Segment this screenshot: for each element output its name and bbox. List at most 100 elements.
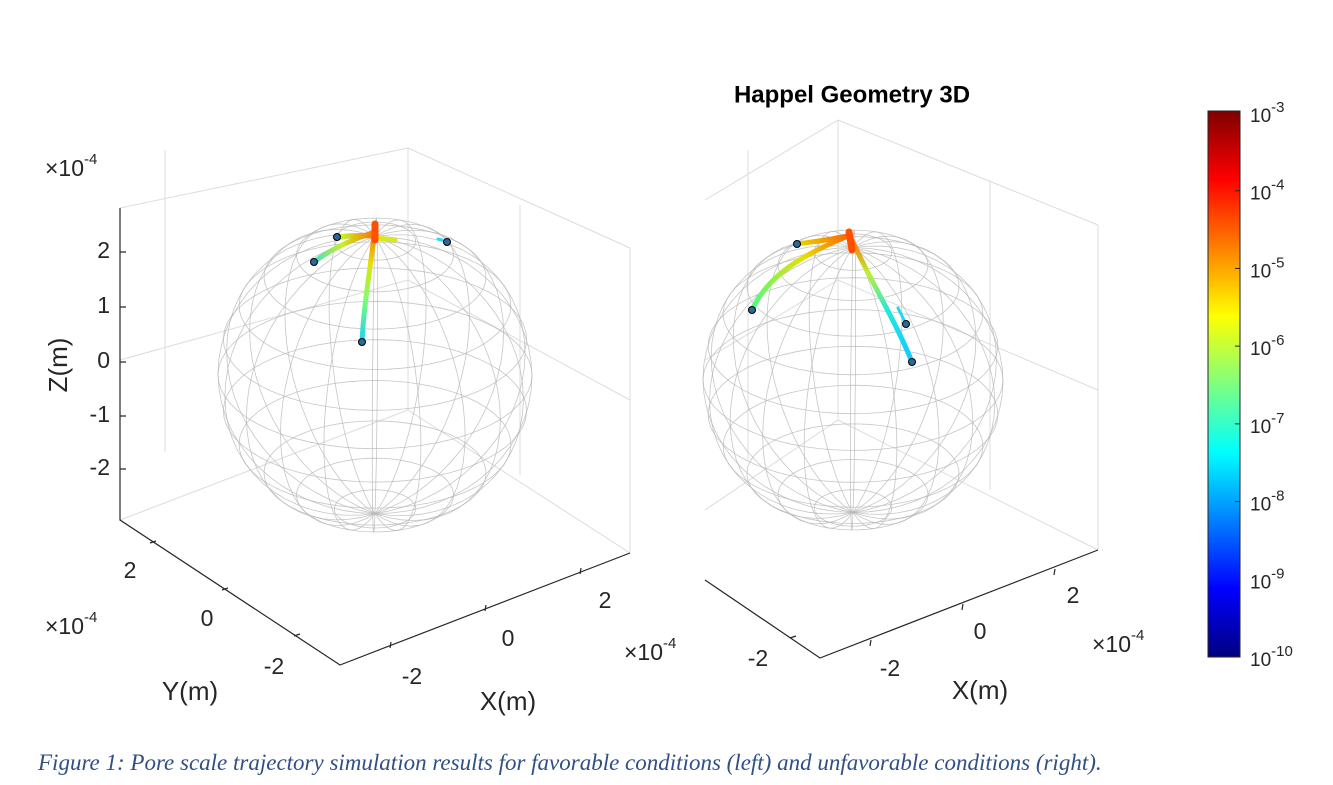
wire: [371, 236, 376, 533]
end-point: [443, 238, 451, 246]
end-point: [310, 258, 318, 266]
colorbar-label: 10-3: [1250, 99, 1284, 127]
z-tick-label: 0: [97, 347, 110, 373]
box: [119, 147, 631, 554]
y-tick-label: -2: [264, 653, 284, 679]
wire: [245, 236, 376, 521]
z-tick-label: -1: [90, 401, 110, 427]
wire: [709, 247, 854, 515]
end-point: [793, 240, 801, 248]
wire: [803, 247, 854, 529]
base: 10: [1250, 339, 1271, 360]
x-tick-label: 0: [974, 618, 987, 644]
figure-title: Happel Geometry 3D: [734, 81, 970, 108]
trajectory: [749, 233, 851, 313]
wire: [374, 234, 526, 514]
wire: [729, 247, 854, 519]
wire: [374, 236, 422, 531]
y-tick-label: 2: [124, 557, 137, 583]
caption: Figure 1: Pore scale trajectory simulati…: [37, 750, 1102, 775]
exponent: -5: [1271, 254, 1284, 271]
exponent: -6: [1271, 332, 1284, 349]
tick-marks: [789, 568, 1056, 647]
multiplier: ×10: [1092, 631, 1131, 657]
multiplier: ×10: [624, 639, 663, 665]
base: 10: [1250, 650, 1271, 671]
wire: [374, 236, 533, 514]
y-axis-label: Y(m): [162, 676, 218, 706]
base: 10: [1250, 184, 1271, 205]
colorbar-label: 10-5: [1250, 254, 1284, 282]
exponent: -4: [663, 635, 676, 652]
colorbar-label: 10-7: [1250, 410, 1284, 438]
wire: [284, 223, 376, 514]
multiplier: ×10: [45, 155, 84, 181]
wire: [852, 247, 974, 520]
trajectory: [436, 237, 444, 242]
y-scale: ×10-4: [45, 609, 97, 639]
wire: [852, 247, 1004, 513]
wire: [374, 217, 379, 514]
z-tick-label: 2: [97, 237, 110, 263]
wire: [766, 235, 854, 513]
wire: [852, 229, 856, 513]
colorbar-label: 10-10: [1250, 643, 1293, 671]
end-point: [748, 306, 756, 314]
trajectory: [794, 233, 851, 247]
exponent: -7: [1271, 410, 1284, 427]
x-tick-label: 0: [502, 625, 515, 651]
wire: [808, 231, 854, 513]
wire: [217, 236, 376, 514]
wire: [238, 380, 512, 509]
exponent: -8: [1271, 488, 1284, 505]
x-tick-label: 2: [1067, 582, 1080, 608]
multiplier: ×10: [45, 613, 84, 639]
wire: [852, 247, 940, 525]
x-axis-label: X(m): [952, 675, 1008, 705]
colorbar-label: 10-6: [1250, 332, 1284, 360]
end-point: [908, 358, 916, 366]
z-axis-label: Z(m): [43, 338, 73, 393]
wire: [850, 247, 854, 531]
base: 10: [1250, 261, 1271, 282]
exponent: -4: [1271, 177, 1284, 194]
right-plot: Happel Geometry 3D -2 -2 0 2 X(m) ×10-4: [702, 81, 1144, 705]
wire: [710, 245, 854, 513]
wire: [249, 229, 376, 514]
base: 10: [1250, 106, 1271, 127]
x-scale: ×10-4: [624, 635, 676, 665]
z-tick-label: -2: [90, 454, 110, 480]
x-tick-label: -2: [402, 663, 422, 689]
exponent: -10: [1271, 643, 1293, 660]
x-scale: ×10-4: [1092, 627, 1144, 657]
x-axis-label: X(m): [480, 686, 536, 716]
trajectories: [749, 228, 915, 365]
exponent: -4: [84, 609, 97, 626]
wire: [238, 241, 512, 370]
wire: [852, 247, 996, 515]
tick-marks: [120, 251, 582, 649]
wire: [374, 236, 466, 527]
y-tick-label: 0: [201, 605, 214, 631]
wire: [852, 231, 903, 513]
wire: [374, 236, 501, 521]
wire: [280, 236, 376, 527]
trajectory: [847, 233, 915, 365]
trajectory: [375, 235, 398, 243]
wire: [374, 229, 505, 514]
colorbar-scale: [1207, 110, 1241, 658]
z-axis: [119, 208, 631, 666]
left-plot: 2 1 0 -1 -2 2 0 -2 -2 0 2 Z(m) Y(m) X(m)…: [43, 147, 676, 716]
wire: [852, 235, 944, 513]
y-tick-label: -2: [748, 645, 768, 671]
z-tick-label: 1: [97, 292, 110, 318]
colorbar: 10-310-410-510-610-710-810-910-10: [1207, 99, 1293, 671]
wire: [224, 236, 376, 516]
wire: [217, 300, 533, 450]
wire: [374, 223, 470, 514]
x-tick-label: -2: [880, 655, 900, 681]
axes: [704, 549, 1099, 659]
x-tick-label: 2: [599, 587, 612, 613]
wire: [722, 384, 984, 508]
